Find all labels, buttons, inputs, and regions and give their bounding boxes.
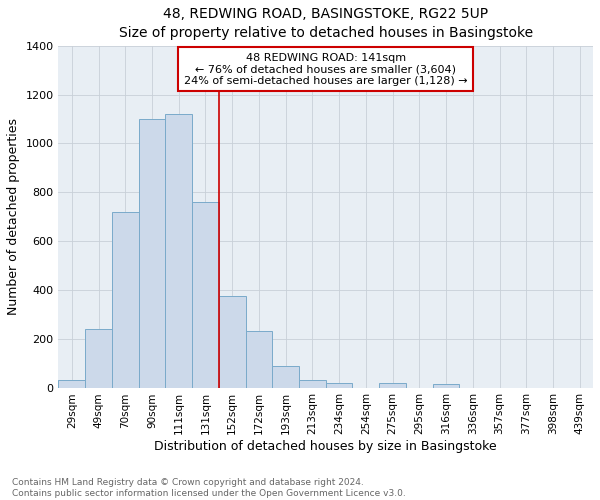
Text: Contains HM Land Registry data © Crown copyright and database right 2024.
Contai: Contains HM Land Registry data © Crown c… <box>12 478 406 498</box>
Title: 48, REDWING ROAD, BASINGSTOKE, RG22 5UP
Size of property relative to detached ho: 48, REDWING ROAD, BASINGSTOKE, RG22 5UP … <box>119 7 533 40</box>
Bar <box>58 380 85 388</box>
Bar <box>166 114 192 388</box>
Bar <box>245 332 272 388</box>
Bar <box>192 202 219 388</box>
Y-axis label: Number of detached properties: Number of detached properties <box>7 118 20 315</box>
Bar <box>139 119 166 388</box>
Bar <box>379 382 406 388</box>
Bar <box>219 296 245 388</box>
Bar <box>85 329 112 388</box>
Bar <box>299 380 326 388</box>
Bar <box>433 384 460 388</box>
Bar <box>272 366 299 388</box>
Bar <box>112 212 139 388</box>
X-axis label: Distribution of detached houses by size in Basingstoke: Distribution of detached houses by size … <box>154 440 497 453</box>
Bar <box>326 382 352 388</box>
Text: 48 REDWING ROAD: 141sqm
← 76% of detached houses are smaller (3,604)
24% of semi: 48 REDWING ROAD: 141sqm ← 76% of detache… <box>184 52 467 86</box>
